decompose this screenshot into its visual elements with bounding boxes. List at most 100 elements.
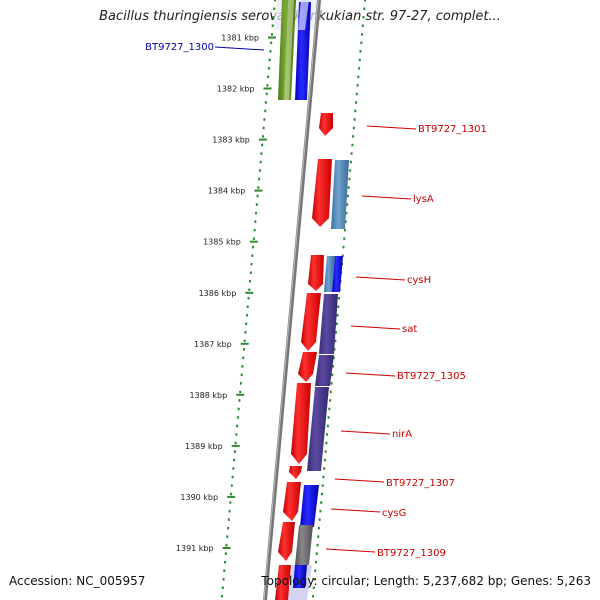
ruler-dot bbox=[330, 382, 333, 385]
ruler-dot bbox=[267, 75, 270, 79]
ruler-dot bbox=[361, 24, 364, 27]
ruler-dot bbox=[258, 177, 261, 181]
gene-bt9727-1309[interactable] bbox=[278, 522, 295, 561]
ruler-dot bbox=[235, 433, 238, 436]
ruler-dot bbox=[329, 390, 332, 394]
gene-label-nira[interactable]: nirA bbox=[392, 429, 412, 440]
ruler-dot bbox=[223, 569, 226, 572]
gene-bt9727-1305[interactable] bbox=[298, 352, 317, 382]
ruler-dot bbox=[239, 390, 242, 394]
ruler-dot bbox=[331, 373, 334, 377]
ruler-dot bbox=[227, 518, 230, 521]
gene-label-sat[interactable]: sat bbox=[402, 324, 417, 335]
ruler-dot bbox=[359, 50, 362, 53]
ruler-dot bbox=[342, 245, 345, 249]
ruler-dot bbox=[238, 399, 241, 402]
ruler-dot bbox=[267, 67, 270, 70]
gene-bt9727-1305-partner[interactable] bbox=[315, 355, 334, 386]
ruler-ticks: 1381 kbp 1382 kbp 1383 kbp 1384 kbp 1385 kbp… bbox=[176, 34, 276, 553]
ruler-dot bbox=[236, 424, 239, 428]
gene-bt9727-1301[interactable] bbox=[319, 113, 333, 136]
gene-label-bt9727-1309[interactable]: BT9727_1309 bbox=[377, 548, 446, 559]
ruler-dot bbox=[250, 262, 253, 266]
gene-features bbox=[275, 0, 349, 600]
gene-bottom-blue[interactable] bbox=[293, 565, 307, 588]
ruler-dot bbox=[240, 373, 243, 377]
gene-cysg[interactable] bbox=[283, 482, 301, 521]
gene-label-bt9727-1305[interactable]: BT9727_1305 bbox=[397, 371, 466, 382]
ruler-tick-label: 1384 kbp bbox=[208, 187, 246, 196]
ruler-dot bbox=[264, 101, 267, 104]
gene-label-lysa[interactable]: lysA bbox=[413, 194, 434, 205]
ruler-dot bbox=[341, 254, 344, 257]
ruler-dot bbox=[246, 314, 248, 317]
ruler-dot bbox=[273, 7, 276, 10]
ruler-dot bbox=[249, 280, 251, 283]
gene-nira-partner[interactable] bbox=[307, 387, 329, 471]
ruler-dot bbox=[253, 228, 256, 232]
gene-label-cysg[interactable]: cysG bbox=[382, 508, 406, 519]
ruler-tick-label: 1382 kbp bbox=[217, 85, 255, 94]
gene-label-bt9727-1300[interactable]: BT9727_1300 bbox=[145, 42, 214, 53]
genome-backbone-highlight bbox=[263, 0, 319, 600]
gene-cysg-partner[interactable] bbox=[300, 485, 319, 527]
ruler-dot bbox=[222, 578, 225, 581]
ruler-dot bbox=[224, 552, 227, 555]
ruler-dot bbox=[241, 365, 244, 368]
ruler-dot bbox=[239, 382, 242, 385]
gene-sat[interactable] bbox=[301, 293, 321, 351]
ruler-dot bbox=[358, 58, 361, 62]
ruler-dot bbox=[255, 203, 258, 206]
gene-cysh[interactable] bbox=[308, 255, 324, 291]
ruler-dot bbox=[225, 543, 228, 547]
ruler-dot bbox=[261, 143, 264, 147]
leader-bt9727-1305 bbox=[345, 372, 396, 377]
ruler-dot bbox=[258, 169, 261, 172]
gene-sat-partner[interactable] bbox=[319, 294, 338, 354]
ruler-dot bbox=[363, 7, 366, 10]
gene-cysh-partner-blue[interactable] bbox=[332, 256, 343, 292]
ruler-dot bbox=[261, 135, 264, 138]
ruler-dot bbox=[313, 578, 316, 581]
ruler-dot bbox=[327, 416, 330, 419]
ruler-dot bbox=[260, 152, 263, 155]
ruler-dot bbox=[364, 0, 366, 2]
gene-cysh-partner-steel[interactable] bbox=[324, 256, 335, 292]
gene-lysa[interactable] bbox=[312, 159, 332, 227]
gene-bt9727-1300-band bbox=[284, 0, 294, 100]
ruler-dot bbox=[349, 169, 352, 172]
ruler-dot bbox=[337, 305, 340, 308]
ruler-dot bbox=[269, 50, 272, 53]
gene-bt9727-1307[interactable] bbox=[289, 466, 302, 479]
ruler-dot bbox=[236, 416, 239, 419]
ruler-dot bbox=[320, 501, 323, 504]
ruler-dot bbox=[328, 407, 331, 411]
ruler-dot bbox=[343, 228, 346, 232]
gene-label-bt9727-1307[interactable]: BT9727_1307 bbox=[386, 478, 455, 489]
leader-bt9727-1300 bbox=[214, 46, 265, 51]
ruler-dot bbox=[343, 237, 346, 240]
ruler-dot bbox=[230, 484, 233, 487]
gene-labels: BT9727_1300 BT9727_1301 lysA cysH sat BT… bbox=[145, 42, 487, 559]
ruler-dot bbox=[234, 441, 237, 445]
ruler-dot bbox=[358, 67, 361, 70]
ruler-dot bbox=[249, 271, 252, 274]
gene-label-cysh[interactable]: cysH bbox=[407, 275, 431, 286]
ruler-dot bbox=[355, 101, 358, 104]
ruler-dot bbox=[346, 194, 349, 198]
ruler-dot bbox=[221, 595, 223, 598]
gene-lysa-partner[interactable] bbox=[331, 160, 349, 229]
ruler-dot bbox=[349, 160, 352, 164]
ruler-dot bbox=[346, 203, 349, 206]
ruler-dot bbox=[224, 560, 226, 564]
ruler-tick-label: 1381 kbp bbox=[221, 34, 259, 43]
ruler-dot bbox=[256, 194, 259, 198]
gene-label-leaders bbox=[214, 46, 417, 553]
gene-bt9727-1309-partner[interactable] bbox=[295, 525, 313, 565]
gene-label-bt9727-1301[interactable]: BT9727_1301 bbox=[418, 124, 487, 135]
gene-nira[interactable] bbox=[291, 383, 311, 464]
ruler-tick-label: 1390 kbp bbox=[180, 493, 218, 502]
gene-bottom-red[interactable] bbox=[275, 565, 291, 600]
ruler-dot bbox=[320, 492, 323, 496]
